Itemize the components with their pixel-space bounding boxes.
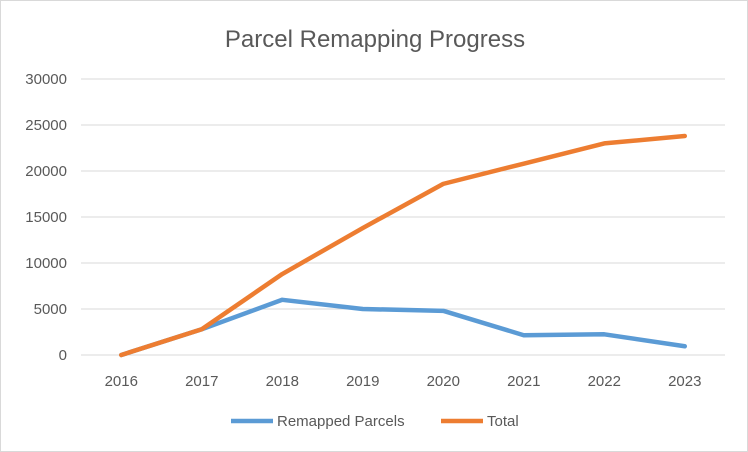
x-tick-label: 2019 — [346, 373, 379, 390]
y-tick-label: 10000 — [25, 255, 67, 272]
y-tick-label: 5000 — [34, 301, 67, 318]
x-tick-label: 2021 — [507, 373, 540, 390]
legend-label: Remapped Parcels — [277, 413, 405, 430]
x-tick-label: 2016 — [105, 373, 138, 390]
y-tick-label: 25000 — [25, 117, 67, 134]
chart-title: Parcel Remapping Progress — [225, 26, 525, 53]
series-line-1 — [119, 133, 687, 358]
series-line-0 — [119, 297, 687, 358]
y-tick-label: 0 — [59, 347, 67, 364]
legend-label: Total — [487, 413, 519, 430]
y-tick-label: 30000 — [25, 71, 67, 88]
x-tick-label: 2018 — [266, 373, 299, 390]
x-tick-label: 2023 — [668, 373, 701, 390]
y-tick-label: 15000 — [25, 209, 67, 226]
y-tick-label: 20000 — [25, 163, 67, 180]
x-tick-label: 2022 — [588, 373, 621, 390]
x-tick-label: 2020 — [427, 373, 460, 390]
x-tick-label: 2017 — [185, 373, 218, 390]
